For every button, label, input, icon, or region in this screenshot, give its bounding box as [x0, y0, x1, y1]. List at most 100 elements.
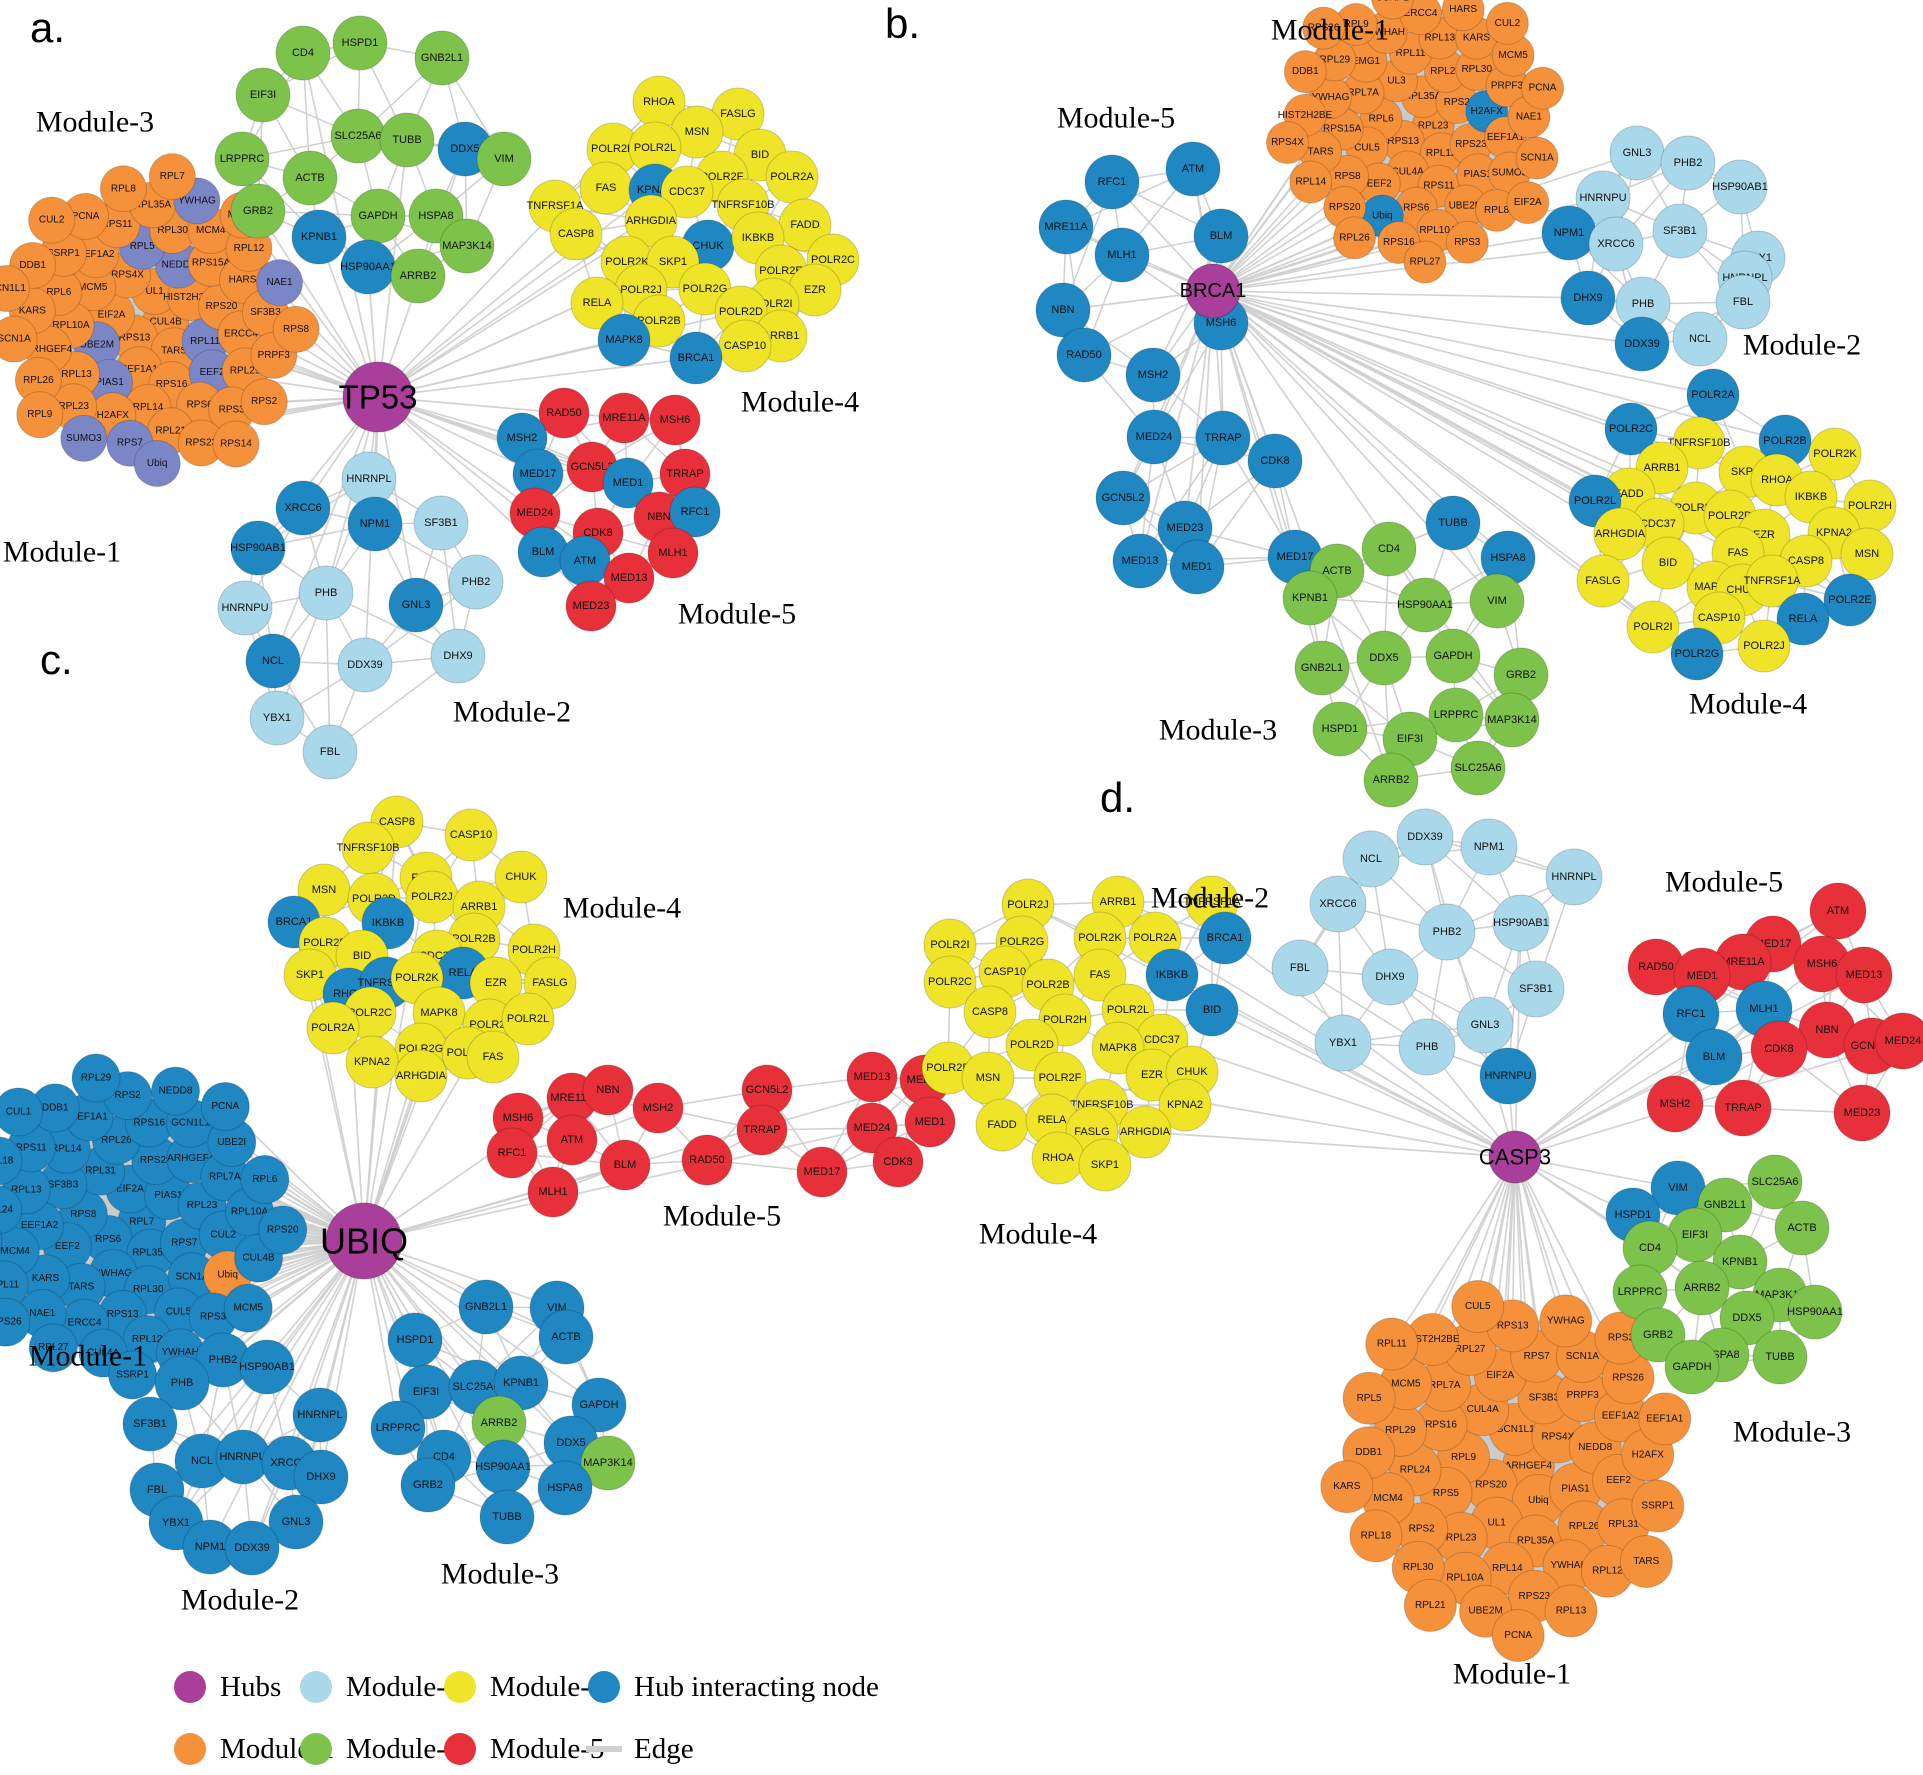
- node-circle-RPS26[interactable]: [1302, 6, 1346, 50]
- node-GRB2[interactable]: GRB2: [230, 183, 286, 239]
- node-YBX1[interactable]: YBX1: [249, 690, 305, 746]
- node-ARHGDIA[interactable]: ARHGDIA: [1118, 1105, 1172, 1159]
- node-RPL13[interactable]: RPL13: [1544, 1584, 1598, 1638]
- node-RPL9[interactable]: RPL9: [16, 391, 64, 439]
- node-POLR2A[interactable]: POLR2A: [765, 150, 819, 204]
- node-circle-DHX9[interactable]: [1361, 948, 1419, 1006]
- node-circle-POLR2K[interactable]: [1808, 427, 1862, 481]
- node-circle-NBN[interactable]: [582, 1064, 634, 1116]
- node-FBL[interactable]: FBL: [1271, 939, 1329, 997]
- node-KPNA2[interactable]: KPNA2: [1158, 1078, 1212, 1132]
- node-MSN[interactable]: MSN: [1840, 527, 1894, 581]
- node-circle-RAD50[interactable]: [681, 1134, 733, 1186]
- node-SF3B1[interactable]: SF3B1: [1507, 960, 1565, 1018]
- node-SF3B1[interactable]: SF3B1: [122, 1396, 178, 1452]
- node-circle-GNL3[interactable]: [388, 577, 444, 633]
- node-circle-CUL5[interactable]: [1451, 1279, 1505, 1333]
- node-HSP90AA1[interactable]: HSP90AA1: [340, 239, 396, 295]
- node-circle-POLR2J[interactable]: [1737, 619, 1791, 673]
- node-circle-ACTB[interactable]: [282, 150, 338, 206]
- node-circle-TRRAP[interactable]: [1195, 410, 1251, 466]
- node-PHB2[interactable]: PHB2: [1418, 903, 1476, 961]
- node-TUBB[interactable]: TUBB: [1752, 1329, 1808, 1385]
- node-FAS[interactable]: FAS: [466, 1030, 520, 1084]
- node-TUBB[interactable]: TUBB: [479, 1489, 535, 1545]
- node-TNFRSF10B[interactable]: TNFRSF10B: [1668, 416, 1731, 470]
- node-circle-TRRAP[interactable]: [1714, 1079, 1772, 1137]
- node-circle-HSP90AB1[interactable]: [239, 1339, 295, 1395]
- node-DHX9[interactable]: DHX9: [1361, 948, 1419, 1006]
- node-circle-MSN[interactable]: [1840, 527, 1894, 581]
- node-circle-HSP90AB1[interactable]: [1492, 894, 1550, 952]
- node-circle-DDX5[interactable]: [1356, 630, 1412, 686]
- node-MAP3K14[interactable]: MAP3K14: [439, 218, 495, 274]
- node-MCM5[interactable]: MCM5: [223, 1283, 273, 1333]
- node-circle-EIF3I[interactable]: [235, 67, 291, 123]
- node-circle-MED1[interactable]: [602, 457, 654, 509]
- node-DDX5[interactable]: DDX5: [1356, 630, 1412, 686]
- node-MED24[interactable]: MED24: [509, 487, 561, 539]
- node-circle-DDX39[interactable]: [1396, 808, 1454, 866]
- node-circle-DHX9[interactable]: [1560, 270, 1616, 326]
- node-RPS26[interactable]: RPS26: [0, 1297, 31, 1347]
- node-RPS26[interactable]: RPS26: [1302, 6, 1346, 50]
- node-circle-TUBB[interactable]: [1425, 495, 1481, 551]
- node-MED1[interactable]: MED1: [1169, 539, 1225, 595]
- node-ARHGDIA[interactable]: ARHGDIA: [394, 1049, 448, 1103]
- node-circle-BLM[interactable]: [1193, 208, 1249, 264]
- node-TNFRSF10B[interactable]: TNFRSF10B: [337, 821, 400, 875]
- node-circle-VIM[interactable]: [476, 131, 532, 187]
- node-EIF2A[interactable]: EIF2A: [1506, 181, 1550, 225]
- node-circle-HSPA8[interactable]: [537, 1460, 593, 1516]
- node-RPL11[interactable]: RPL11: [1365, 1317, 1419, 1371]
- node-VIM[interactable]: VIM: [1469, 573, 1525, 629]
- node-circle-PCNA[interactable]: [200, 1082, 250, 1132]
- node-MED1[interactable]: MED1: [602, 457, 654, 509]
- node-GNL3[interactable]: GNL3: [1456, 996, 1514, 1054]
- node-circle-DDX39[interactable]: [337, 637, 393, 693]
- node-circle-SCN1A[interactable]: [1515, 136, 1559, 180]
- node-circle-GNB2L1[interactable]: [1294, 640, 1350, 696]
- node-NPM1[interactable]: NPM1: [347, 496, 403, 552]
- node-circle-NEDD8[interactable]: [151, 1066, 201, 1116]
- node-circle-CASP10[interactable]: [444, 808, 498, 862]
- node-NPM1[interactable]: NPM1: [182, 1519, 238, 1575]
- node-ARRB2[interactable]: ARRB2: [390, 248, 446, 304]
- node-CUL2[interactable]: CUL2: [28, 196, 76, 244]
- node-circle-MED13[interactable]: [1112, 533, 1168, 589]
- node-circle-HNRNPU[interactable]: [1479, 1047, 1537, 1105]
- node-circle-FAS[interactable]: [1073, 948, 1127, 1002]
- node-circle-PCNA[interactable]: [1521, 66, 1565, 110]
- node-CUL2[interactable]: CUL2: [1485, 1, 1529, 45]
- node-MED23[interactable]: MED23: [1833, 1084, 1891, 1142]
- node-circle-RPL9[interactable]: [16, 391, 64, 439]
- node-HSP90AA1[interactable]: HSP90AA1: [1397, 577, 1453, 633]
- hub-circle-TP53[interactable]: [342, 361, 414, 433]
- node-circle-RPS4X[interactable]: [0, 1217, 3, 1265]
- node-RFC1[interactable]: RFC1: [669, 486, 721, 538]
- node-ACTB[interactable]: ACTB: [538, 1309, 594, 1365]
- node-Ubiq[interactable]: Ubiq: [133, 440, 181, 488]
- node-circle-LRPPRC[interactable]: [1428, 687, 1484, 743]
- node-circle-RPS20[interactable]: [258, 1205, 308, 1255]
- node-HIST2H2BE[interactable]: HIST2H2BE: [1405, 1313, 1460, 1367]
- node-POLR2C[interactable]: POLR2C: [1604, 402, 1658, 456]
- node-SF3B1[interactable]: SF3B1: [413, 495, 469, 551]
- node-MED24[interactable]: MED24: [1126, 409, 1182, 465]
- node-HARS[interactable]: HARS: [1441, 0, 1485, 32]
- node-SLC25A6[interactable]: SLC25A6: [1747, 1154, 1803, 1210]
- node-MED13[interactable]: MED13: [1835, 946, 1893, 1004]
- node-RPL29[interactable]: RPL29: [71, 1053, 121, 1103]
- node-circle-ARHGDIA[interactable]: [394, 1049, 448, 1103]
- node-CUL5[interactable]: CUL5: [1451, 1279, 1505, 1333]
- node-circle-CUL2[interactable]: [28, 196, 76, 244]
- node-SF3B1[interactable]: SF3B1: [1652, 203, 1708, 259]
- node-ACTB[interactable]: ACTB: [282, 150, 338, 206]
- node-DDX39[interactable]: DDX39: [224, 1520, 280, 1576]
- node-MED17[interactable]: MED17: [512, 448, 564, 500]
- node-circle-POLR2I[interactable]: [1626, 600, 1680, 654]
- node-GRB2[interactable]: GRB2: [400, 1457, 456, 1513]
- node-SLC25A6[interactable]: SLC25A6: [1450, 740, 1506, 796]
- node-circle-CDC37[interactable]: [660, 165, 714, 219]
- node-CASP10[interactable]: CASP10: [444, 808, 498, 862]
